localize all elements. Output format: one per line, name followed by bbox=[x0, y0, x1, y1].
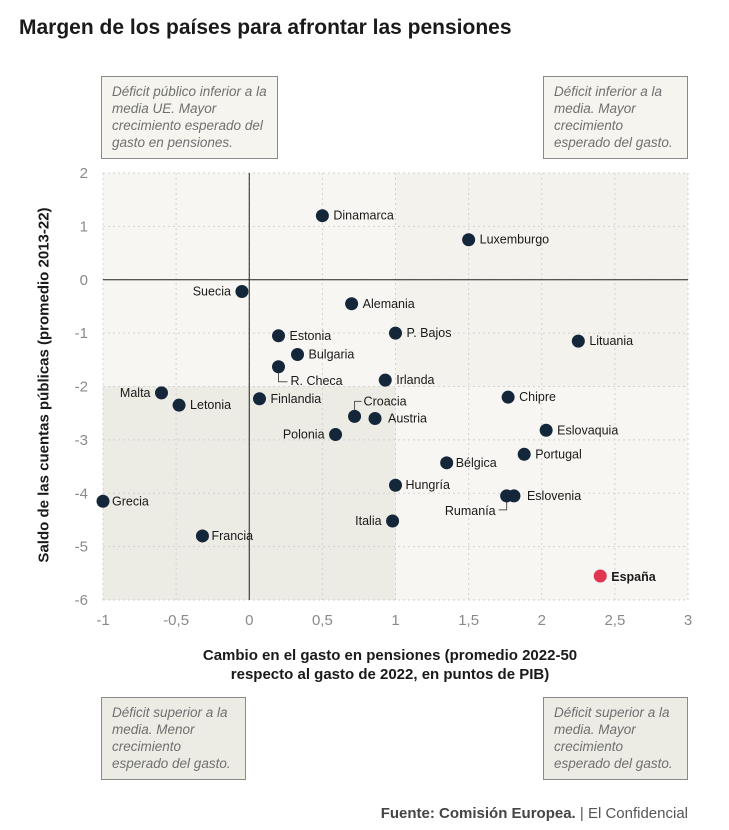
point-label: Dinamarca bbox=[333, 209, 393, 223]
source-outlet: | El Confidencial bbox=[579, 805, 688, 822]
x-tick-label: -1 bbox=[96, 612, 109, 629]
point-label: Letonia bbox=[190, 398, 231, 412]
data-point bbox=[252, 392, 266, 406]
data-point bbox=[389, 478, 402, 492]
point-label: Eslovenia bbox=[527, 489, 581, 503]
data-point bbox=[155, 386, 168, 400]
quadrant-note-top-right: Déficit inferior a la media. Mayor creci… bbox=[543, 76, 688, 159]
data-point bbox=[501, 390, 515, 404]
point-label: Croacia bbox=[364, 394, 407, 408]
scatter-chart: -1 -0,5 0 0,5 1 1,5 2 2,5 3 2 1 0 -1 -2 -3 -4 -5 -6 Dinama… bbox=[75, 165, 693, 629]
data-point bbox=[291, 347, 305, 361]
data-point bbox=[539, 423, 553, 437]
quadrant-note-bottom-right: Déficit superior a la media. Mayor creci… bbox=[543, 697, 688, 780]
quadrant-note-bottom-left: Déficit superior a la media. Menor creci… bbox=[101, 697, 246, 780]
point-label: España bbox=[611, 570, 657, 584]
data-point bbox=[329, 428, 343, 442]
data-point bbox=[96, 494, 110, 508]
x-tick-label: -0,5 bbox=[163, 612, 189, 629]
point-label: Italia bbox=[355, 514, 381, 528]
x-tick-label: 3 bbox=[684, 612, 692, 629]
data-point bbox=[593, 569, 607, 583]
point-label: Finlandia bbox=[270, 392, 321, 406]
point-label: Austria bbox=[388, 412, 427, 426]
point-label: Polonia bbox=[283, 428, 325, 442]
x-tick-label: 1 bbox=[391, 612, 399, 629]
data-point bbox=[368, 412, 382, 426]
y-tick-label: 2 bbox=[80, 165, 88, 182]
point-label: Irlanda bbox=[396, 373, 434, 387]
source-label: Fuente: Comisión Europea. bbox=[380, 805, 576, 822]
label-leader-line bbox=[498, 501, 508, 511]
x-tick-label: 2,5 bbox=[604, 612, 625, 629]
data-point bbox=[389, 326, 402, 340]
y-tick-label: -5 bbox=[75, 539, 88, 556]
data-point bbox=[386, 514, 400, 528]
x-tick-label: 0 bbox=[245, 612, 253, 629]
data-point bbox=[462, 233, 476, 247]
label-leader-line bbox=[354, 400, 362, 411]
y-tick-label: -3 bbox=[75, 432, 88, 449]
point-label: Lituania bbox=[589, 334, 633, 348]
point-label: Hungría bbox=[406, 478, 451, 492]
point-label: P. Bajos bbox=[407, 326, 452, 340]
data-point bbox=[315, 209, 329, 223]
data-point bbox=[440, 456, 454, 470]
data-point bbox=[517, 447, 531, 461]
point-label: Malta bbox=[120, 386, 151, 400]
data-point bbox=[345, 297, 359, 311]
source-credit: Fuente: Comisión Europea. | El Confidenc… bbox=[381, 805, 688, 822]
point-label: Bulgaria bbox=[309, 347, 355, 361]
point-label: Estonia bbox=[290, 329, 332, 343]
label-leader-line bbox=[278, 372, 288, 383]
data-point bbox=[195, 529, 209, 543]
data-point bbox=[571, 334, 585, 348]
point-label: Chipre bbox=[519, 390, 556, 404]
chart-title: Margen de los países para afrontar las p… bbox=[19, 16, 512, 39]
data-point bbox=[378, 373, 392, 387]
point-label: Eslovaquia bbox=[557, 423, 618, 437]
data-point bbox=[348, 409, 362, 423]
y-tick-label: 1 bbox=[80, 218, 88, 235]
data-point bbox=[172, 398, 186, 412]
data-point bbox=[272, 329, 285, 343]
x-tick-label: 0,5 bbox=[312, 612, 333, 629]
data-point bbox=[235, 284, 249, 298]
x-tick-label: 1,5 bbox=[458, 612, 479, 629]
point-label: R. Checa bbox=[291, 374, 343, 388]
point-label: Grecia bbox=[112, 494, 149, 508]
point-label: Portugal bbox=[535, 447, 582, 461]
point-label: Francia bbox=[211, 529, 253, 543]
x-tick-label: 2 bbox=[538, 612, 546, 629]
point-label: Rumanía bbox=[445, 504, 496, 518]
y-tick-label: -2 bbox=[75, 379, 88, 396]
data-point bbox=[272, 360, 285, 374]
y-tick-label: -6 bbox=[75, 592, 88, 609]
x-axis-label: Cambio en el gasto en pensiones (promedi… bbox=[202, 647, 578, 683]
y-tick-label: 0 bbox=[80, 272, 88, 289]
quadrant-note-top-left: Déficit público inferior a la media UE. … bbox=[101, 76, 278, 159]
y-tick-label: -1 bbox=[75, 325, 88, 342]
y-axis-label: Saldo de las cuentas públicas (promedio … bbox=[35, 207, 53, 563]
point-label: Bélgica bbox=[456, 456, 497, 470]
point-label: Alemania bbox=[363, 297, 415, 311]
point-label: Luxemburgo bbox=[480, 233, 550, 247]
point-label: Suecia bbox=[193, 284, 231, 298]
data-point bbox=[500, 489, 514, 503]
y-tick-label: -4 bbox=[75, 485, 88, 502]
